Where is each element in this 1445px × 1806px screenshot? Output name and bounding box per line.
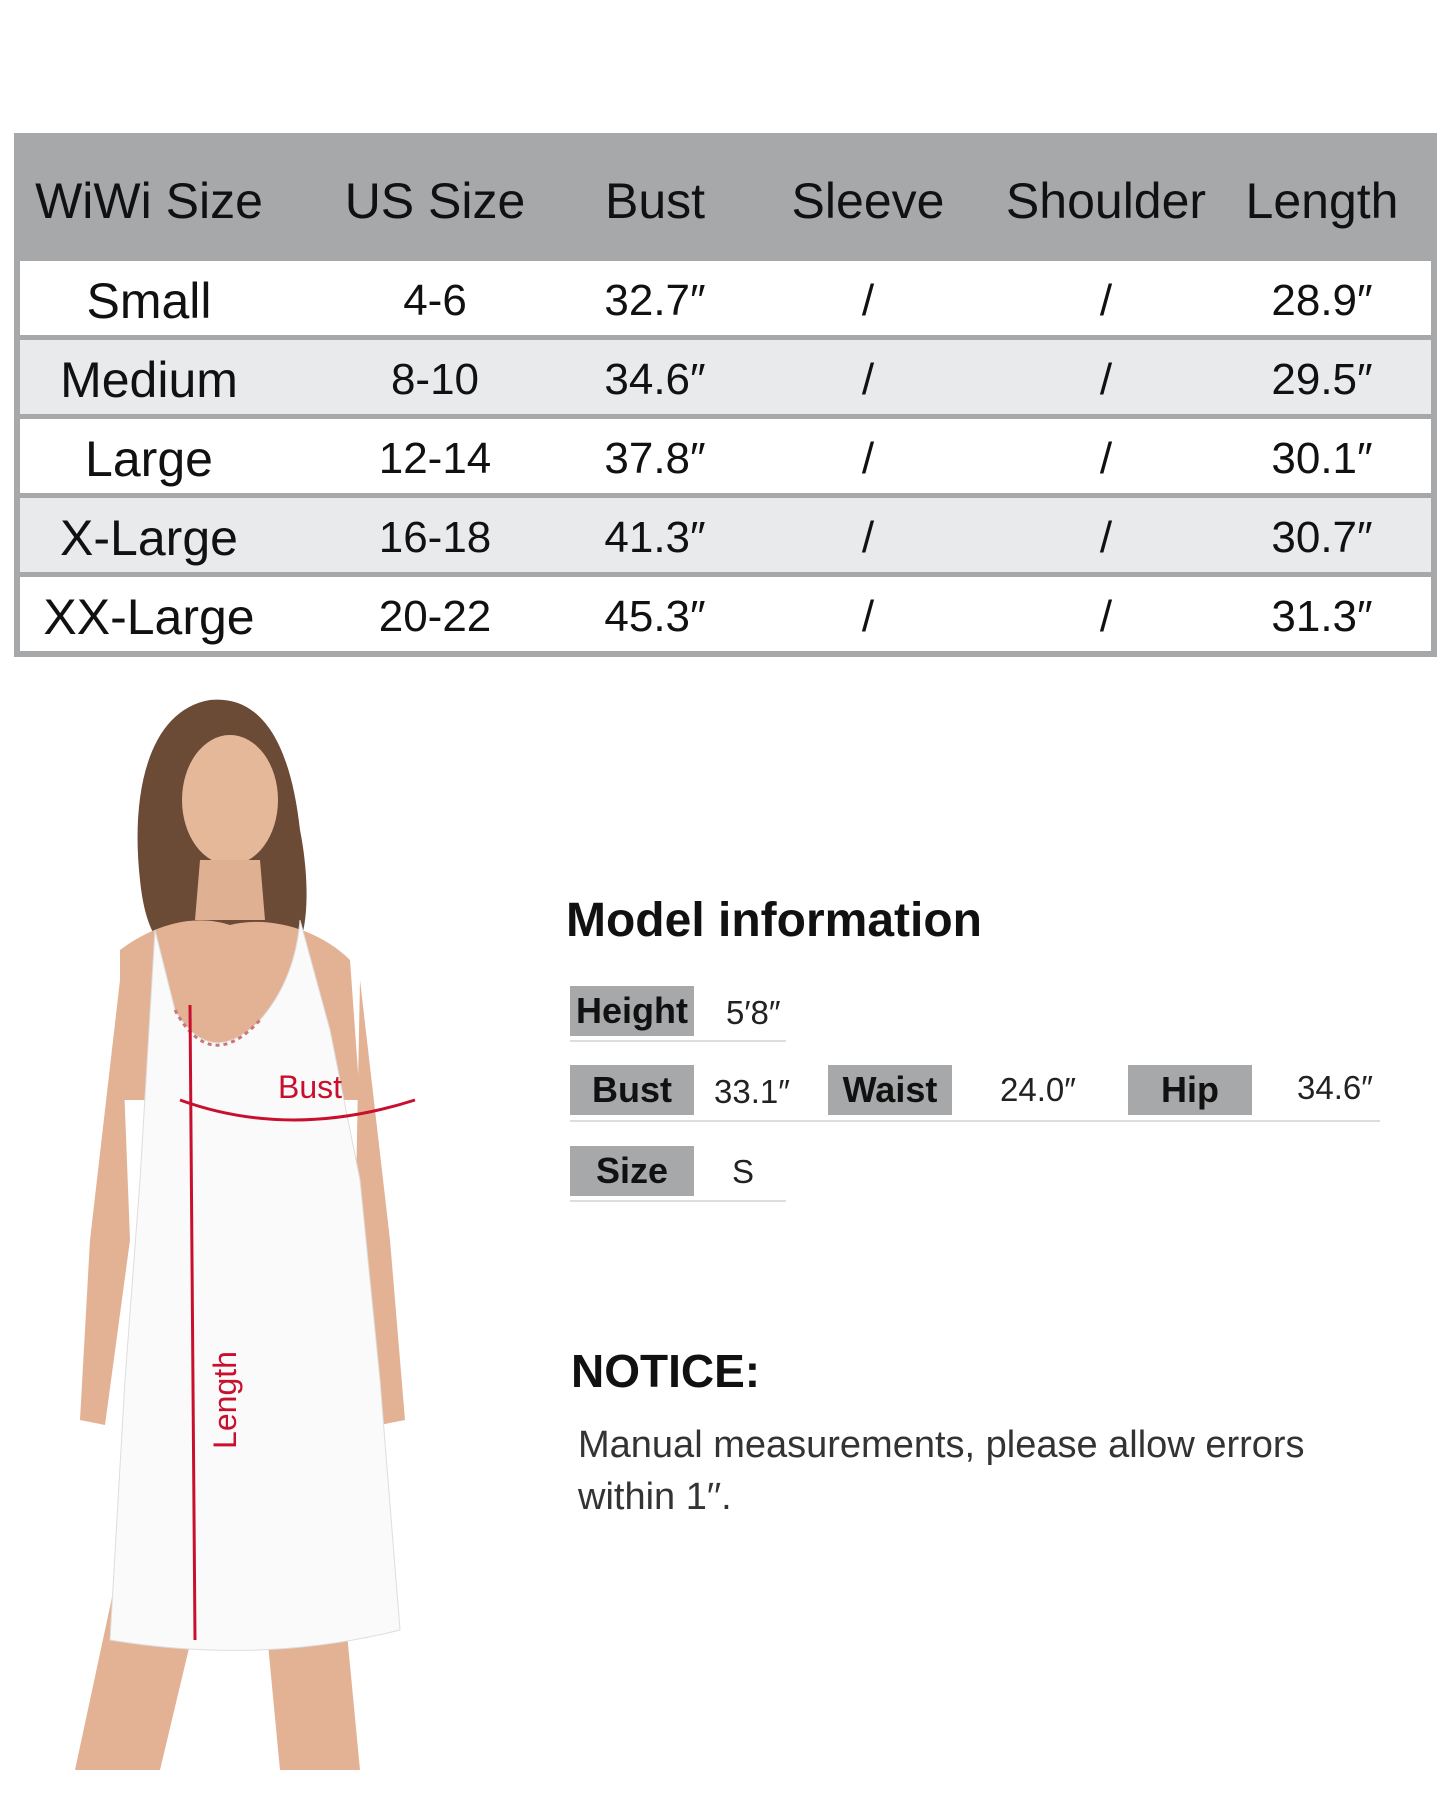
table-cell: 16-18 <box>378 513 492 562</box>
table-cell: 20-22 <box>378 592 492 641</box>
table-cell: 30.1″ <box>1271 434 1373 483</box>
notice-title: NOTICE: <box>571 1345 761 1397</box>
hip-value: 34.6″ <box>1297 1069 1373 1106</box>
table-cell: XX-Large <box>43 589 255 645</box>
table-cell: Small <box>86 273 212 329</box>
divider <box>570 1040 786 1042</box>
size-label: Size <box>570 1146 694 1196</box>
table-row: Small 4-6 32.7″ / / 28.9″ <box>20 261 1431 335</box>
bust-label: Bust <box>570 1065 694 1115</box>
table-cell: 30.7″ <box>1271 513 1373 562</box>
table-row: Large 12-14 37.8″ / / 30.1″ <box>20 419 1431 493</box>
table-row: Medium 8-10 34.6″ / / 29.5″ <box>20 340 1431 414</box>
table-cell: / <box>861 276 875 325</box>
table-row: X-Large 16-18 41.3″ / / 30.7″ <box>20 498 1431 572</box>
bust-arrow <box>179 1098 416 1122</box>
table-cell: / <box>861 513 875 562</box>
table-cell: / <box>1099 513 1113 562</box>
table-cell: / <box>1099 355 1113 404</box>
table-cell: Medium <box>60 352 238 408</box>
table-cell: 41.3″ <box>604 513 706 562</box>
header-us-size: US Size <box>344 173 526 229</box>
table-cell: 32.7″ <box>604 276 706 325</box>
table-cell: / <box>861 434 875 483</box>
table-cell: 45.3″ <box>604 592 706 641</box>
bust-value: 33.1″ <box>714 1073 790 1110</box>
model-figure <box>75 699 405 1770</box>
waist-value: 24.0″ <box>1000 1071 1076 1108</box>
model-photo-diagram: Bust Length <box>75 699 416 1770</box>
height-label: Height <box>570 986 694 1036</box>
length-annotation-label: Length <box>207 1351 243 1449</box>
size-chart-table: WiWi Size US Size Bust Sleeve Shoulder L… <box>14 133 1437 657</box>
header-bust: Bust <box>604 173 706 229</box>
table-cell: Large <box>85 431 213 487</box>
header-length: Length <box>1245 173 1399 229</box>
bust-annotation-label: Bust <box>278 1069 342 1105</box>
table-cell: 12-14 <box>378 434 492 483</box>
table-row: XX-Large 20-22 45.3″ / / 31.3″ <box>20 577 1431 651</box>
table-cell: 31.3″ <box>1271 592 1373 641</box>
height-value: 5′8″ <box>726 994 781 1031</box>
notice-text-line1: Manual measurements, please allow errors <box>578 1424 1305 1466</box>
waist-label: Waist <box>828 1065 952 1115</box>
header-sleeve: Sleeve <box>791 173 945 229</box>
table-cell: / <box>1099 276 1113 325</box>
model-information-title: Model information <box>566 894 982 947</box>
table-cell: 4-6 <box>403 276 467 325</box>
table-cell: / <box>1099 592 1113 641</box>
table-cell: 37.8″ <box>604 434 706 483</box>
size-value: S <box>732 1153 755 1190</box>
table-header: WiWi Size US Size Bust Sleeve Shoulder L… <box>14 133 1437 257</box>
table-cell: 28.9″ <box>1271 276 1373 325</box>
table-cell: / <box>861 592 875 641</box>
measurement-annotations: Bust Length <box>179 1004 416 1641</box>
table-cell: 34.6″ <box>604 355 706 404</box>
hip-label: Hip <box>1128 1065 1252 1115</box>
length-arrow <box>188 1004 197 1641</box>
table-cell: X-Large <box>60 510 238 566</box>
table-cell: / <box>1099 434 1113 483</box>
table-cell: 8-10 <box>390 355 480 404</box>
divider <box>570 1120 1380 1122</box>
divider <box>570 1200 786 1202</box>
header-shoulder: Shoulder <box>1005 173 1207 229</box>
table-cell: 29.5″ <box>1271 355 1373 404</box>
notice-text-line2: within 1′′. <box>578 1476 732 1518</box>
header-wiwi-size: WiWi Size <box>35 173 263 229</box>
table-cell: / <box>861 355 875 404</box>
